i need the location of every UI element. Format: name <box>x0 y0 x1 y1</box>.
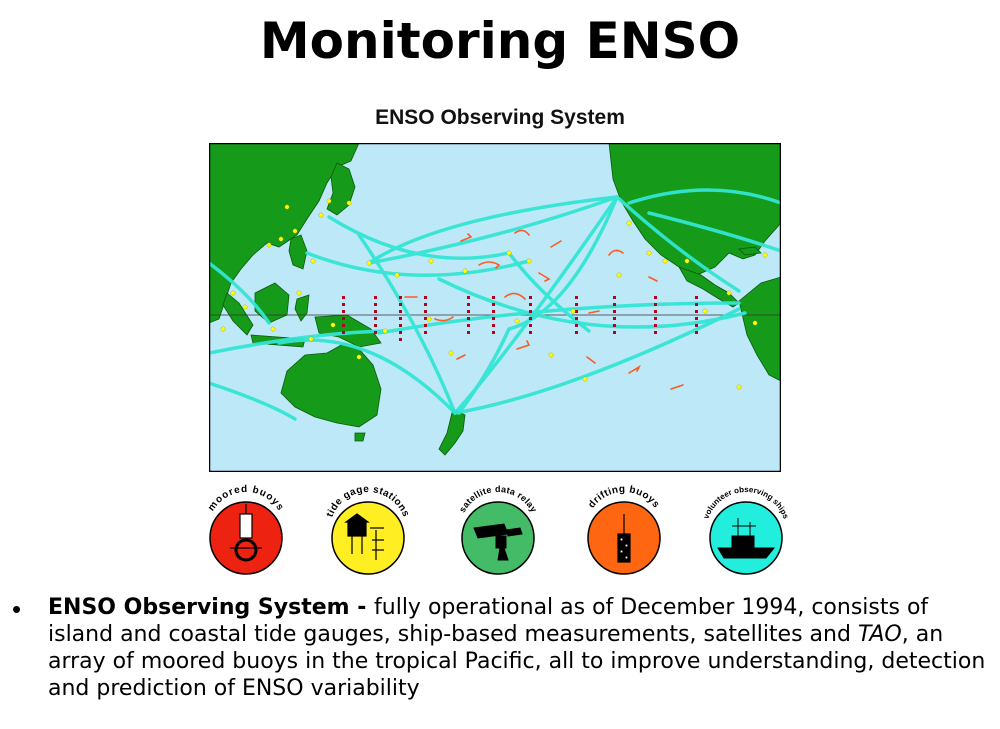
buoy-line <box>529 296 532 334</box>
tide-gauge-icon <box>344 513 384 560</box>
land-australia <box>280 342 382 428</box>
ship-track <box>327 215 511 260</box>
drifting-buoy-tracks <box>404 229 684 390</box>
land-caribbean <box>738 246 762 256</box>
land-masses <box>209 143 781 456</box>
land-new-zealand <box>438 408 466 456</box>
drifter-track <box>434 316 454 322</box>
bullet-marker: • <box>12 594 22 624</box>
bullet-body-1: fully operational as of December 1994, c… <box>48 595 929 647</box>
drifter-track <box>628 364 641 374</box>
bullet-item: • ENSO Observing System - fully operatio… <box>12 594 992 702</box>
drifter-track <box>586 356 596 364</box>
bullet-text: ENSO Observing System - fully operationa… <box>48 594 992 702</box>
badge-tide-gage-stations: tide gage stations <box>325 484 411 575</box>
ship-track <box>305 251 531 277</box>
drifter-track <box>504 292 526 300</box>
land-north-america <box>608 143 781 276</box>
ship-track <box>453 307 741 415</box>
drifter-track <box>514 229 530 236</box>
buoy-line <box>695 296 698 334</box>
satellite-icon <box>473 523 523 561</box>
buoy-line <box>654 296 657 334</box>
buoy-line <box>492 296 495 334</box>
buoy-line <box>342 296 345 334</box>
buoy-line <box>467 296 470 334</box>
drifter-track <box>648 276 658 282</box>
land-sulawesi <box>294 294 310 322</box>
drifter-track <box>516 340 531 350</box>
ship-track <box>367 195 619 265</box>
drifter-track <box>460 233 473 242</box>
buoy-line <box>399 296 402 341</box>
tide-gauge-stations <box>220 198 768 390</box>
drifting-buoy-icon <box>617 514 631 563</box>
enso-observing-map <box>209 143 781 472</box>
bullet-emphasis: TAO <box>857 622 902 647</box>
land-south-america <box>738 276 781 382</box>
moored-buoy-icon <box>230 504 262 562</box>
buoy-line <box>424 296 427 334</box>
drifter-track <box>588 310 600 314</box>
ship-track <box>277 338 457 415</box>
ship-track <box>647 211 781 253</box>
buoy-line <box>613 296 616 334</box>
drifter-track <box>456 354 466 360</box>
badge-satellite-data-relay: satellite data relay <box>457 484 539 575</box>
map-title: ENSO Observing System <box>375 106 625 129</box>
ship-track <box>367 195 619 265</box>
ship-track <box>615 195 741 293</box>
buoy-line <box>575 296 578 334</box>
ship-track <box>209 329 387 355</box>
tao-moored-buoy-array <box>342 296 698 341</box>
badge-drifting-buoys: drifting buoys <box>586 484 661 575</box>
land-sumatra <box>222 292 254 336</box>
ship-icon <box>717 518 776 559</box>
ship-track <box>209 381 297 421</box>
buoy-line <box>374 296 377 334</box>
map-frame <box>209 143 781 472</box>
bullet-separator: - <box>349 595 375 620</box>
ship-track <box>507 251 591 333</box>
ship-track <box>209 261 271 325</box>
ship-track <box>357 233 457 415</box>
ship-tracks <box>209 188 781 421</box>
drifter-track <box>608 249 624 256</box>
land-central-america <box>678 266 740 308</box>
ship-track <box>627 188 781 205</box>
land-tasmania <box>354 432 366 442</box>
drifter-track <box>478 261 501 269</box>
ship-track <box>507 195 619 331</box>
slide-title: Monitoring ENSO <box>259 12 741 70</box>
badge-volunteer-observing-ships: volunteer observing ships <box>701 485 791 575</box>
ship-track <box>437 277 747 329</box>
badge-moored-buoys: moored buoys <box>206 484 285 575</box>
bullet-body-2: , an array of moored buoys in the tropic… <box>48 622 986 701</box>
bullet-term: ENSO Observing System <box>48 595 350 620</box>
drifter-track <box>538 272 551 282</box>
drifter-track <box>550 240 562 248</box>
drifter-track <box>670 384 684 390</box>
land-philippines <box>288 234 308 270</box>
ship-track <box>457 327 511 415</box>
